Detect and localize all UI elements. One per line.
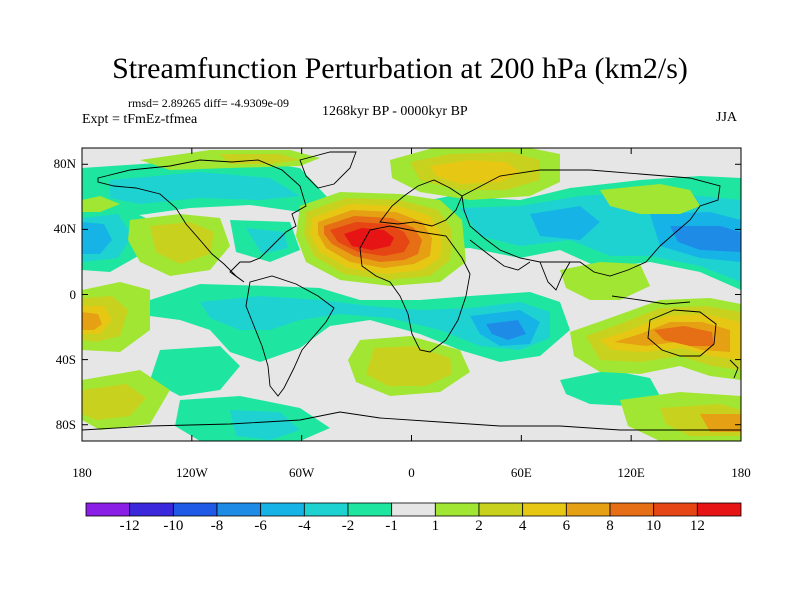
contour-pos2 (150, 222, 214, 264)
lat-tick-label: 80S (55, 416, 76, 432)
period-line: 1268kyr BP - 0000kyr BP (322, 104, 468, 119)
contour-pos1 (600, 184, 700, 214)
lon-tick-label: 0 (408, 465, 415, 480)
experiment-line: Expt = tFmEz-tfmea (82, 112, 198, 127)
lon-tick-label: 180 (72, 465, 92, 480)
contour-pos4 (82, 312, 102, 330)
coastline-north-america (97, 159, 307, 283)
lon-tick-label: 120E (617, 465, 645, 480)
colorbar-label: 4 (518, 518, 527, 534)
colorbar-swatch (434, 502, 480, 517)
contour-neg1 (150, 346, 240, 396)
contour-neg2 (200, 296, 550, 350)
coastline-indonesia (611, 295, 691, 305)
longitude-ticks (81, 148, 742, 441)
colorbar-label: 8 (606, 518, 614, 534)
contour-pos3 (430, 160, 520, 184)
positive-anomalies (82, 148, 741, 441)
colorbar-label: 12 (689, 518, 705, 534)
contour-neg3 (530, 206, 600, 240)
lat-tick-label: 0 (69, 286, 77, 302)
colorbar-swatch (260, 502, 305, 517)
contour-pos5 (654, 326, 714, 346)
coastlines (82, 151, 741, 431)
contour-pos4 (700, 414, 741, 432)
lat-tick-label: 40N (53, 221, 76, 237)
colorbar-label: -12 (119, 518, 140, 534)
colorbar-label: -8 (210, 518, 224, 534)
colorbar-label: -10 (163, 518, 184, 534)
colorbar-swatch (85, 502, 131, 517)
coastline-new-zealand (729, 359, 739, 379)
colorbar-swatch (129, 502, 174, 517)
coastline-africa (359, 225, 471, 353)
colorbar-label: 2 (475, 518, 483, 534)
contour-neg2 (246, 228, 288, 254)
colorbar-swatch (609, 502, 655, 517)
colorbar-swatch (696, 502, 742, 517)
lat-tick-label: 80N (53, 156, 76, 172)
contour-pos7 (344, 228, 394, 250)
lat-tick-label: 40S (55, 351, 76, 367)
colorbar-label: 10 (646, 518, 662, 534)
colorbar-swatch (216, 502, 262, 517)
colorbar-label: 6 (562, 518, 571, 534)
colorbar-swatch (565, 502, 611, 517)
colorbar-swatch (478, 502, 524, 517)
stats-line: rmsd= 2.89265 diff= -4.9309e-09 (128, 96, 289, 110)
contour-pos2 (82, 384, 146, 420)
lon-tick-label: 120W (175, 465, 208, 480)
coastline-antarctica (82, 411, 741, 431)
colorbar-label: -2 (341, 518, 355, 534)
season-label: JJA (716, 110, 738, 125)
colorbar-label: -6 (254, 518, 267, 534)
colorbar-label: 1 (431, 518, 440, 534)
contour-neg4 (486, 320, 526, 340)
figure-title: Streamfunction Perturbation at 200 hPa (… (112, 52, 688, 85)
colorbar-swatch (172, 502, 218, 517)
coastline-arabia (469, 239, 531, 271)
contour-neg4 (670, 226, 741, 252)
colorbar-label: -1 (385, 518, 398, 534)
coastline-india (539, 261, 571, 291)
contour-neg2 (230, 410, 300, 440)
coastline-australia (647, 309, 717, 357)
coastline-south-america (245, 275, 335, 397)
perturbation-field (82, 148, 741, 441)
contour-pos2 (366, 346, 452, 386)
contour-pos1 (82, 196, 120, 212)
colorbar (85, 502, 742, 517)
colorbar-swatch (347, 502, 393, 517)
contour-neg3 (82, 222, 112, 254)
latitude-ticks (82, 163, 741, 426)
lon-tick-label: 60E (510, 465, 532, 480)
colorbar-swatch (522, 502, 567, 517)
colorbar-swatch (303, 502, 349, 517)
colorbar-swatch (653, 502, 698, 517)
colorbar-swatch (391, 502, 436, 517)
colorbar-label: -4 (298, 518, 311, 534)
contour-pos1 (560, 262, 650, 300)
coastline-asia (461, 169, 721, 277)
contour-neg1 (560, 370, 660, 406)
contour-neg2 (110, 172, 300, 204)
coastline-greenland (299, 151, 357, 189)
lon-tick-label: 180 (731, 465, 751, 480)
lon-tick-label: 60W (289, 465, 315, 480)
